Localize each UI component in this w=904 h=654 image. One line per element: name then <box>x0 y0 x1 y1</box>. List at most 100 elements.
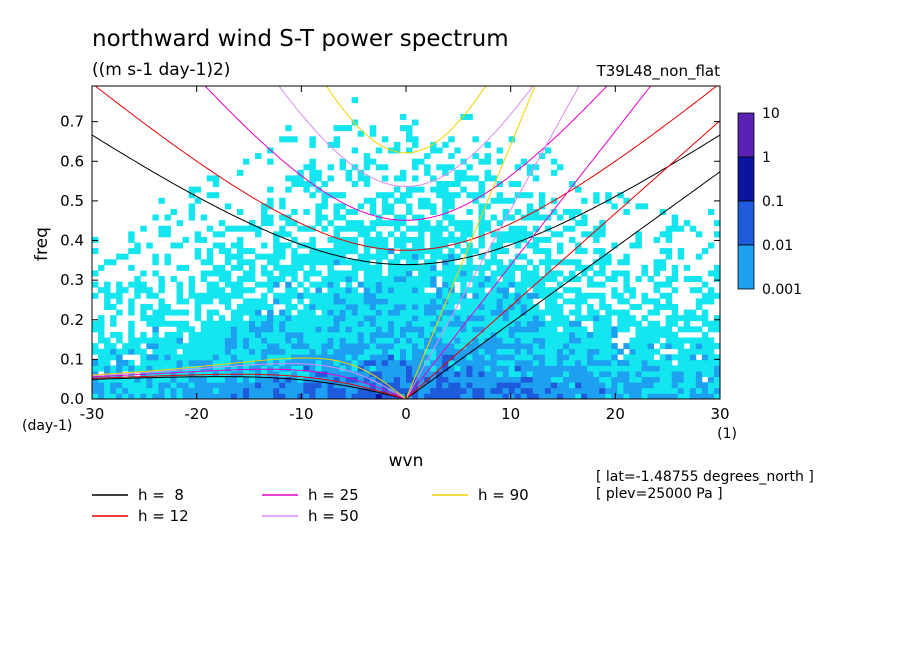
colorbar-label: 0.01 <box>762 238 793 254</box>
heatmap-cell <box>412 236 419 243</box>
heatmap-cell <box>544 326 552 333</box>
heatmap-cell <box>255 393 262 399</box>
heatmap-cell <box>309 264 316 271</box>
heatmap-cell <box>707 348 715 355</box>
heatmap-cell <box>236 348 244 355</box>
heatmap-cell <box>230 393 238 399</box>
heatmap-cell <box>218 298 226 305</box>
heatmap-cell <box>152 214 159 221</box>
heatmap-cell <box>261 359 268 366</box>
heatmap-cell <box>206 393 214 399</box>
heatmap-cell <box>236 354 244 361</box>
heatmap-cell <box>399 281 407 288</box>
heatmap-cell <box>713 315 720 322</box>
heatmap-cell <box>442 270 449 277</box>
heatmap-cell <box>140 359 147 366</box>
heatmap-cell <box>556 343 564 350</box>
heatmap-cell <box>375 259 383 266</box>
heatmap-cell <box>375 214 383 221</box>
heatmap-cell <box>381 203 389 210</box>
heatmap-cell <box>412 281 419 288</box>
heatmap-cell <box>623 298 630 305</box>
heatmap-cell <box>659 326 667 333</box>
heatmap-cell <box>249 309 256 316</box>
heatmap-cell <box>357 259 365 266</box>
heatmap-cell <box>279 225 286 232</box>
heatmap-cell <box>701 359 709 366</box>
heatmap-cell <box>182 382 190 389</box>
heatmap-cell <box>454 331 461 338</box>
heatmap-cell <box>381 320 389 327</box>
heatmap-cell <box>140 315 147 322</box>
heatmap-cell <box>653 281 661 288</box>
heatmap-cell <box>448 371 455 378</box>
heatmap-cell <box>158 359 165 366</box>
heatmap-cell <box>393 343 401 350</box>
heatmap-cell <box>695 287 703 294</box>
heatmap-cell <box>550 371 558 378</box>
heatmap-cell <box>683 348 691 355</box>
heatmap-cell <box>454 175 461 182</box>
heatmap-cell <box>556 365 564 372</box>
heatmap-cell <box>466 331 473 338</box>
heatmap-cell <box>339 303 347 310</box>
heatmap-cell <box>363 382 371 389</box>
heatmap-cell <box>92 393 99 399</box>
heatmap-cell <box>164 337 171 344</box>
heatmap-cell <box>315 169 322 176</box>
heatmap-cell <box>224 259 232 266</box>
heatmap-cell <box>369 309 377 316</box>
heatmap-cell <box>176 331 183 338</box>
heatmap-cell <box>478 181 485 188</box>
heatmap-cell <box>617 270 624 277</box>
heatmap-cell <box>357 387 365 394</box>
heatmap-cell <box>707 387 715 394</box>
heatmap-cell <box>532 331 540 338</box>
heatmap-cell <box>297 382 304 389</box>
heatmap-cell <box>339 125 347 132</box>
heatmap-cell <box>418 320 425 327</box>
heatmap-cell <box>472 320 479 327</box>
heatmap-cell <box>593 292 600 299</box>
heatmap-cell <box>593 225 600 232</box>
heatmap-cell <box>671 331 679 338</box>
heatmap-cell <box>393 292 401 299</box>
heatmap-cell <box>212 320 220 327</box>
heatmap-cell <box>677 376 685 383</box>
heatmap-cell <box>508 331 516 338</box>
heatmap-cell <box>430 281 437 288</box>
heatmap-cell <box>387 315 395 322</box>
heatmap-cell <box>520 343 528 350</box>
heatmap-cell <box>653 387 661 394</box>
heatmap-cell <box>593 248 600 255</box>
heatmap-cell <box>412 214 419 221</box>
heatmap-cell <box>526 164 534 171</box>
heatmap-cell <box>569 359 576 366</box>
heatmap-cell <box>194 359 202 366</box>
heatmap-cell <box>363 270 371 277</box>
heatmap-cell <box>255 231 262 238</box>
heatmap-cell <box>563 382 570 389</box>
heatmap-cell <box>707 382 715 389</box>
heatmap-cell <box>255 326 262 333</box>
heatmap-cell <box>309 158 316 165</box>
heatmap-cell <box>448 354 455 361</box>
heatmap-cell <box>496 331 504 338</box>
heatmap-cell <box>381 242 389 249</box>
heatmap-cell <box>430 141 437 148</box>
heatmap-cell <box>454 181 461 188</box>
heatmap-cell <box>206 281 214 288</box>
heatmap-cell <box>653 264 661 271</box>
heatmap-cell <box>249 298 256 305</box>
heatmap-cell <box>514 287 522 294</box>
heatmap-cell <box>460 225 467 232</box>
heatmap-cell <box>496 315 504 322</box>
heatmap-cell <box>230 354 238 361</box>
heatmap-cell <box>454 382 461 389</box>
heatmap-cell <box>393 281 401 288</box>
heatmap-cell <box>659 365 667 372</box>
heatmap-cell <box>381 192 389 199</box>
heatmap-cell <box>285 348 292 355</box>
heatmap-cell <box>387 203 395 210</box>
heatmap-cell <box>641 393 648 399</box>
